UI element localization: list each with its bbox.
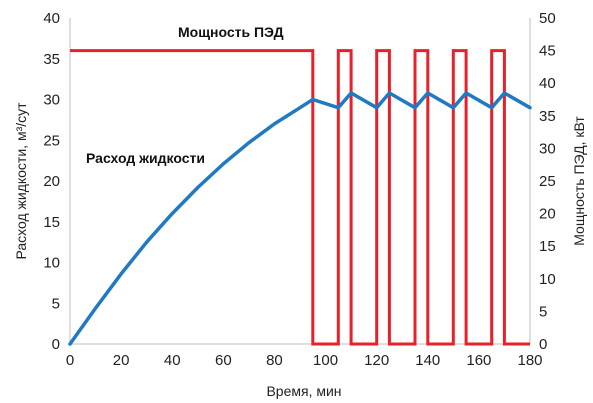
y-left-tick-label: 10 (43, 255, 60, 272)
x-tick-label: 40 (164, 352, 181, 369)
y-axis-right-label: Мощность ПЭД, кВт (571, 116, 587, 246)
y-right-tick-label: 15 (539, 238, 556, 255)
y-left-tick-label: 35 (43, 51, 60, 68)
y-axis-left-label: Расход жидкости, м³/сут (13, 102, 29, 260)
y-left-tick-label: 20 (43, 173, 60, 190)
series-label-power: Мощность ПЭД (178, 24, 284, 40)
y-right-tick-label: 25 (539, 173, 556, 190)
y-right-tick-label: 45 (539, 43, 556, 60)
y-right-tick-label: 35 (539, 108, 556, 125)
y-left-tick-label: 0 (52, 336, 60, 353)
y-right-tick-label: 10 (539, 271, 556, 288)
x-tick-label: 180 (517, 352, 542, 369)
y-right-tick-label: 40 (539, 75, 556, 92)
y-right-tick-label: 5 (539, 303, 547, 320)
y-left-tick-label: 25 (43, 132, 60, 149)
x-tick-label: 0 (66, 352, 74, 369)
x-tick-label: 80 (266, 352, 283, 369)
y-right-tick-label: 30 (539, 140, 556, 157)
x-axis-label: Время, мин (266, 383, 341, 399)
series-label-flow: Расход жидкости (86, 150, 205, 166)
x-tick-label: 100 (313, 352, 338, 369)
y-left-tick-label: 40 (43, 10, 60, 27)
series-line-power (70, 49, 530, 346)
x-tick-label: 20 (113, 352, 130, 369)
x-tick-label: 140 (415, 352, 440, 369)
y-left-tick-label: 30 (43, 92, 60, 109)
y-left-tick-label: 5 (52, 295, 60, 312)
tick-labels: 0 20 40 60 80 100 120 140 160 1800510152025303540… (43, 10, 555, 369)
series-line-flow (68, 91, 532, 346)
y-right-tick-label: 50 (539, 10, 556, 27)
x-tick-label: 120 (364, 352, 389, 369)
axes (69, 18, 531, 345)
x-tick-label: 160 (466, 352, 491, 369)
y-right-tick-label: 20 (539, 206, 556, 223)
y-right-tick-label: 0 (539, 336, 547, 353)
series (68, 49, 532, 346)
y-left-tick-label: 15 (43, 214, 60, 231)
x-tick-label: 60 (215, 352, 232, 369)
